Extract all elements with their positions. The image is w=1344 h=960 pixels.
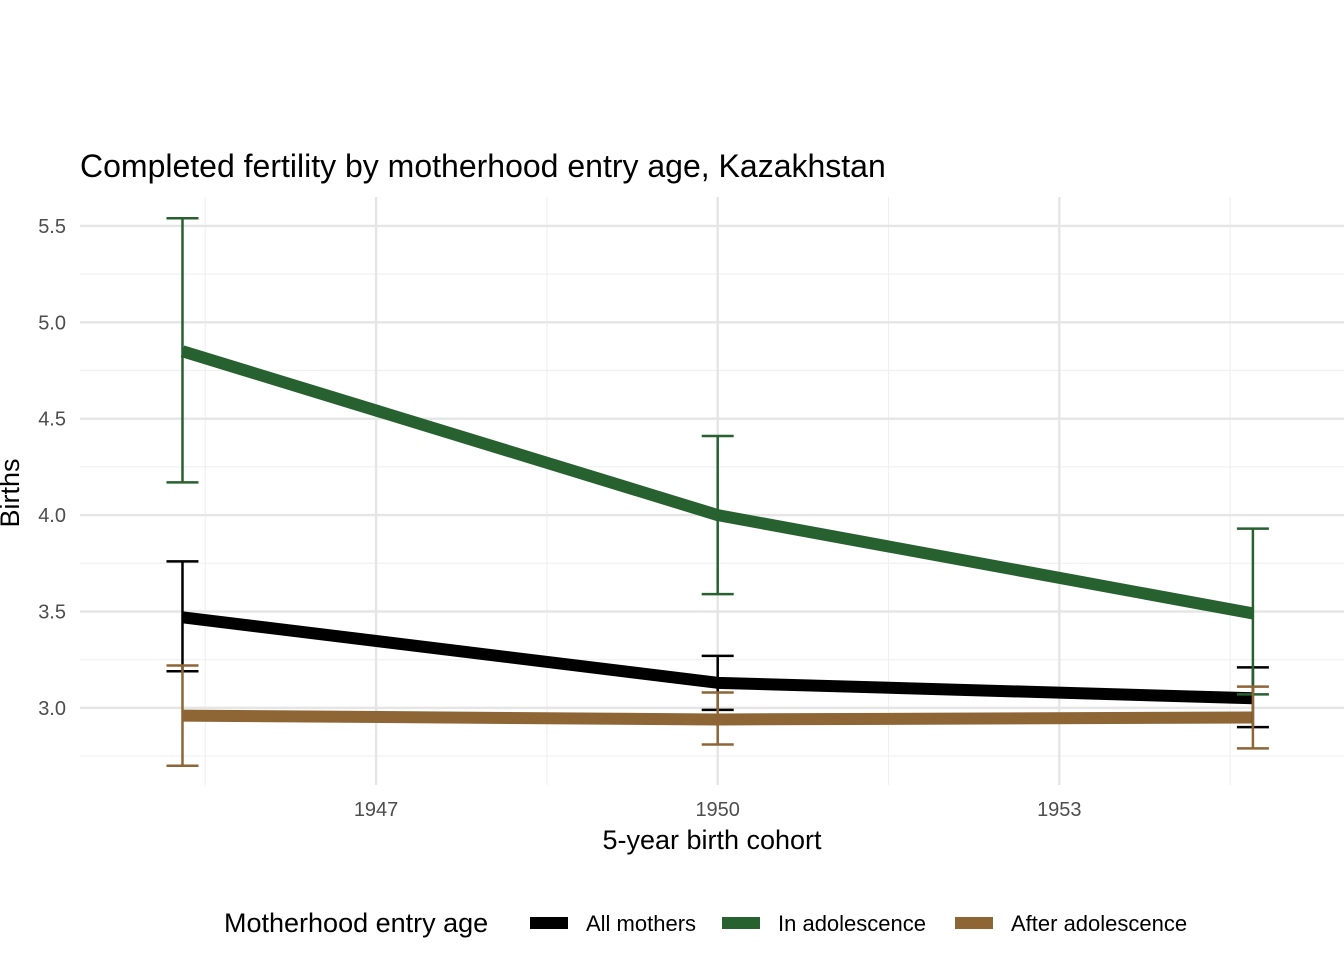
error-bar-2-1 xyxy=(701,691,734,746)
plot-area xyxy=(166,216,1269,767)
y-tick-label: 3.5 xyxy=(38,601,66,623)
x-tick-label: 1953 xyxy=(1037,799,1082,821)
x-axis-title: 5-year birth cohort xyxy=(602,825,822,855)
x-tick-label: 1950 xyxy=(695,799,740,821)
error-bar-2-2 xyxy=(1236,685,1269,750)
y-tick-label: 5.0 xyxy=(38,312,66,334)
legend-title: Motherhood entry age xyxy=(224,908,488,938)
y-tick-label: 5.5 xyxy=(38,216,66,238)
error-bar-1-0 xyxy=(166,216,199,484)
legend: Motherhood entry age All mothers In adole… xyxy=(224,908,1187,938)
legend-label-2: After adolescence xyxy=(1011,911,1187,936)
x-axis-ticks: 1947 1950 1953 xyxy=(354,799,1082,821)
error-bar-2-0 xyxy=(166,664,199,767)
y-tick-label: 4.5 xyxy=(38,409,66,431)
y-tick-label: 4.0 xyxy=(38,505,66,527)
y-axis-title: Births xyxy=(0,458,25,527)
y-tick-label: 3.0 xyxy=(38,698,66,720)
legend-label-0: All mothers xyxy=(586,911,696,936)
error-bar-1-1 xyxy=(701,434,734,596)
x-tick-label: 1947 xyxy=(354,799,399,821)
chart-title: Completed fertility by motherhood entry … xyxy=(80,148,886,184)
y-axis-ticks: 3.0 3.5 4.0 4.5 5.0 5.5 xyxy=(38,216,66,720)
legend-label-1: In adolescence xyxy=(778,911,926,936)
